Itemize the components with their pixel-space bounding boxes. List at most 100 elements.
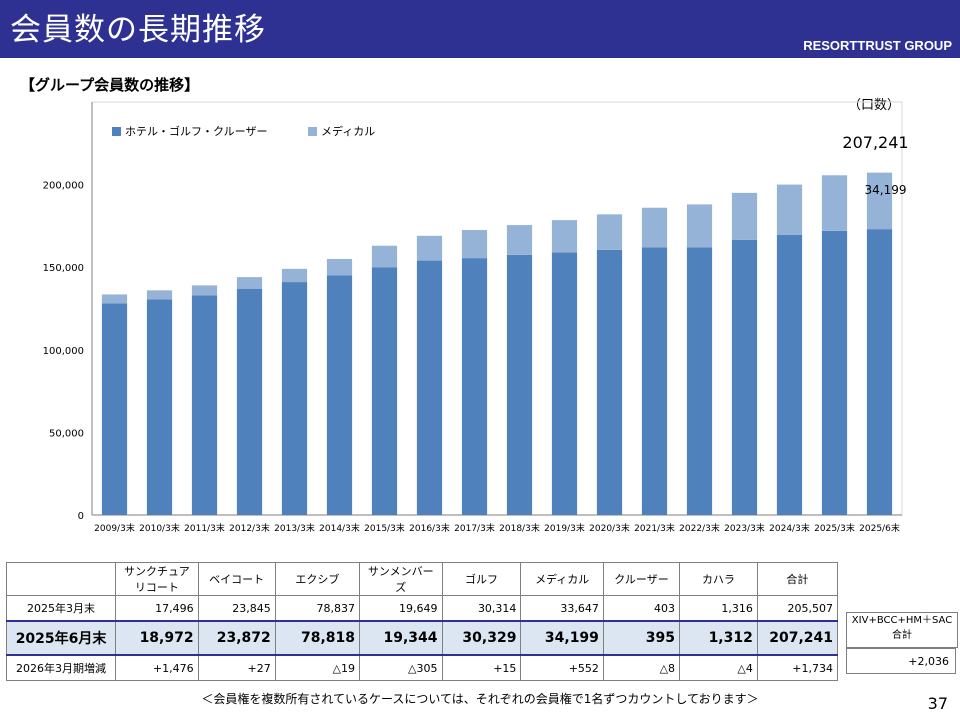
table-cell: +27 [197, 654, 276, 681]
bar-medical [641, 207, 668, 248]
table-cell: 78,837 [274, 595, 361, 622]
bar-hotel [281, 282, 308, 515]
bar-medical [146, 290, 173, 300]
table-header-cell: 合計 [756, 562, 839, 596]
table-header-row: サンクチュアリコート ベイコート エクシブ サンメンバーズ ゴルフ メディカル … [5, 562, 839, 596]
table-header-cell: クルーザー [602, 562, 681, 596]
medical-annotation: 34,199 [865, 183, 907, 197]
bar-medical [416, 235, 443, 261]
bar-medical [371, 245, 398, 268]
table-header-cell: ゴルフ [441, 562, 522, 596]
side-label-box: XIV+BCC+HM＋SAC 合計 [846, 612, 958, 648]
table-cell: +15 [441, 654, 522, 681]
x-tick-label: 2019/3末 [544, 522, 585, 534]
bar-medical [776, 184, 803, 235]
table-header-cell [5, 562, 117, 596]
table-cell: 205,507 [756, 595, 839, 622]
x-tick-label: 2010/3末 [139, 522, 180, 534]
member-chart: 0 50,000 100,000 150,000 200,000 2009/3末 2010/… [43, 101, 909, 534]
x-tick-label: 2009/3末 [94, 522, 135, 534]
bar-hotel [686, 247, 713, 515]
table-cell: 17,496 [115, 595, 199, 622]
table-cell: 2026年3月期増減 [5, 654, 117, 681]
y-tick-label: 0 [78, 511, 84, 522]
bar-hotel [191, 295, 218, 515]
x-tick-label: 2025/6末 [859, 522, 900, 534]
table-row-highlight: 2025年6月末 18,972 23,872 78,818 19,344 30,… [5, 620, 839, 656]
y-tick-label: 100,000 [43, 346, 84, 357]
x-tick-label: 2021/3末 [634, 522, 675, 534]
x-tick-label: 2025/3末 [814, 522, 855, 534]
side-value-box: +2,036 [846, 648, 956, 674]
table-cell: 33,647 [520, 595, 604, 622]
bar-hotel [776, 234, 803, 515]
table-cell: 23,845 [197, 595, 276, 622]
bar-medical [686, 204, 713, 248]
table-header-cell: カハラ [679, 562, 758, 596]
x-tick-label: 2022/3末 [679, 522, 720, 534]
table-cell: 18,972 [115, 620, 199, 656]
bar-hotel [731, 239, 758, 515]
bar-medical [866, 172, 893, 230]
table-row: 2026年3月期増減 +1,476 +27 △19 △305 +15 +552 … [5, 654, 839, 681]
legend-label: ホテル・ゴルフ・クルーザー [125, 124, 267, 138]
bar-hotel [596, 249, 623, 515]
table-cell: 395 [602, 620, 681, 656]
x-tick-label: 2016/3末 [409, 522, 450, 534]
table-cell: 78,818 [274, 620, 361, 656]
table-cell: △19 [274, 654, 361, 681]
bar-hotel [236, 288, 263, 515]
bar-hotel [146, 299, 173, 515]
table-cell: 1,316 [679, 595, 758, 622]
x-tick-label: 2017/3末 [454, 522, 495, 534]
total-annotation: 207,241 [842, 133, 908, 152]
bar-medical [821, 175, 848, 231]
table-cell: 19,344 [359, 620, 443, 656]
table-header-cell: エクシブ [274, 562, 361, 596]
y-tick-label: 150,000 [43, 263, 84, 274]
bar-hotel [101, 303, 128, 515]
bar-hotel [551, 252, 578, 515]
bar-medical [326, 258, 353, 276]
x-tick-label: 2015/3末 [364, 522, 405, 534]
table-cell: +552 [520, 654, 604, 681]
x-tick-label: 2018/3末 [499, 522, 540, 534]
table-cell: +1,734 [756, 654, 839, 681]
bar-medical [191, 285, 218, 296]
page-number: 37 [927, 694, 948, 713]
bar-medical [281, 268, 308, 283]
page-title: 会員数の長期推移 [10, 12, 266, 48]
table-cell: 30,329 [441, 620, 522, 656]
x-tick-label: 2020/3末 [589, 522, 630, 534]
bar-medical [551, 220, 578, 253]
x-tick-label: 2011/3末 [184, 522, 225, 534]
section-title: 【グループ会員数の推移】 [20, 76, 200, 94]
table-cell: 403 [602, 595, 681, 622]
bar-medical [506, 225, 533, 255]
bar-medical [101, 294, 128, 304]
legend-swatch-hotel [112, 127, 121, 136]
bar-medical [731, 192, 758, 240]
y-tick-label: 50,000 [49, 428, 84, 439]
brand-label: RESORTTRUST GROUP [803, 38, 952, 53]
y-tick-label: 200,000 [43, 181, 84, 192]
legend-swatch-medical [308, 127, 317, 136]
x-tick-label: 2012/3末 [229, 522, 270, 534]
header-bar: 会員数の長期推移 RESORTTRUST GROUP [0, 0, 960, 58]
table-cell: 207,241 [756, 620, 839, 656]
bar-hotel [461, 258, 488, 515]
table-header-cell: ベイコート [197, 562, 276, 596]
legend-label: メディカル [321, 124, 375, 138]
table-header-cell: サンクチュアリコート [115, 562, 199, 596]
table-row: 2025年3月末 17,496 23,845 78,837 19,649 30,… [5, 595, 839, 622]
bar-hotel [416, 260, 443, 515]
table-cell: 2025年6月末 [5, 620, 117, 656]
table-cell: 19,649 [359, 595, 443, 622]
bar-hotel [866, 229, 893, 515]
table-cell: 30,314 [441, 595, 522, 622]
table-cell: 2025年3月末 [5, 595, 117, 622]
table-cell: △8 [602, 654, 681, 681]
member-table: サンクチュアリコート ベイコート エクシブ サンメンバーズ ゴルフ メディカル … [5, 562, 839, 681]
footnote: ＜会員権を複数所有されているケースについては、それぞれの会員権で1名ずつカウント… [201, 692, 759, 706]
bar-medical [236, 277, 263, 289]
